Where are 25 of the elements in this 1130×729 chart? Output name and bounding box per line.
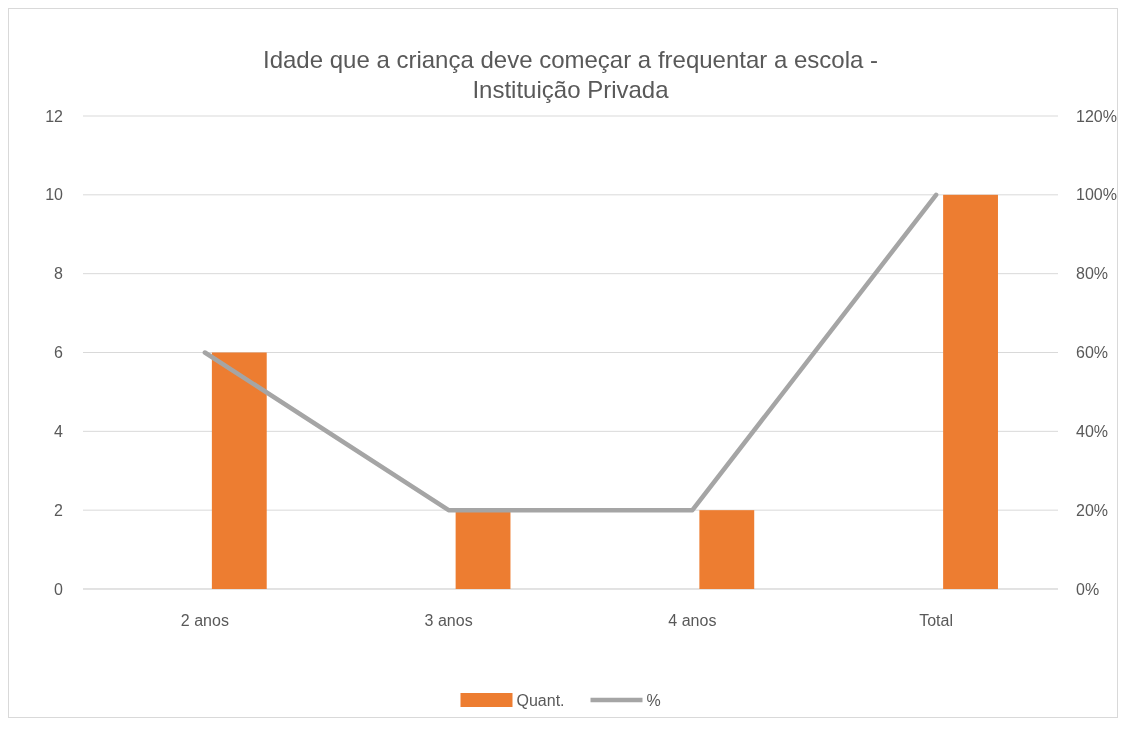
x-tick-label: 4 anos bbox=[668, 612, 717, 629]
bar bbox=[699, 510, 755, 589]
y-tick-label: 0 bbox=[54, 580, 64, 598]
x-tick-label: Total bbox=[919, 612, 954, 629]
bar bbox=[455, 510, 511, 589]
y2-tick-label: 100% bbox=[1076, 186, 1117, 204]
y2-tick-label: 0% bbox=[1076, 580, 1100, 598]
y-tick-label: 12 bbox=[45, 107, 64, 125]
y2-tick-label: 80% bbox=[1076, 265, 1109, 283]
legend-label: Quant. bbox=[516, 691, 565, 709]
chart-title: Idade que a criança deve começar a frequentar a escola - Instituição Privada bbox=[262, 46, 879, 103]
y-tick-label: 6 bbox=[54, 344, 64, 362]
y-tick-label: 2 bbox=[54, 501, 64, 519]
bar bbox=[943, 194, 998, 589]
y2-tick-label: 60% bbox=[1076, 344, 1109, 362]
bar bbox=[211, 352, 267, 589]
legend-label: % bbox=[646, 691, 661, 709]
x-tick-label: 3 anos bbox=[424, 612, 473, 629]
y2-tick-label: 20% bbox=[1076, 501, 1109, 519]
y2-tick-label: 40% bbox=[1076, 422, 1109, 440]
y-tick-label: 8 bbox=[54, 265, 64, 283]
y-tick-label: 4 bbox=[54, 422, 64, 440]
y2-tick-label: 120% bbox=[1076, 107, 1117, 125]
y-tick-label: 10 bbox=[45, 186, 64, 204]
x-tick-label: 2 anos bbox=[180, 612, 229, 629]
